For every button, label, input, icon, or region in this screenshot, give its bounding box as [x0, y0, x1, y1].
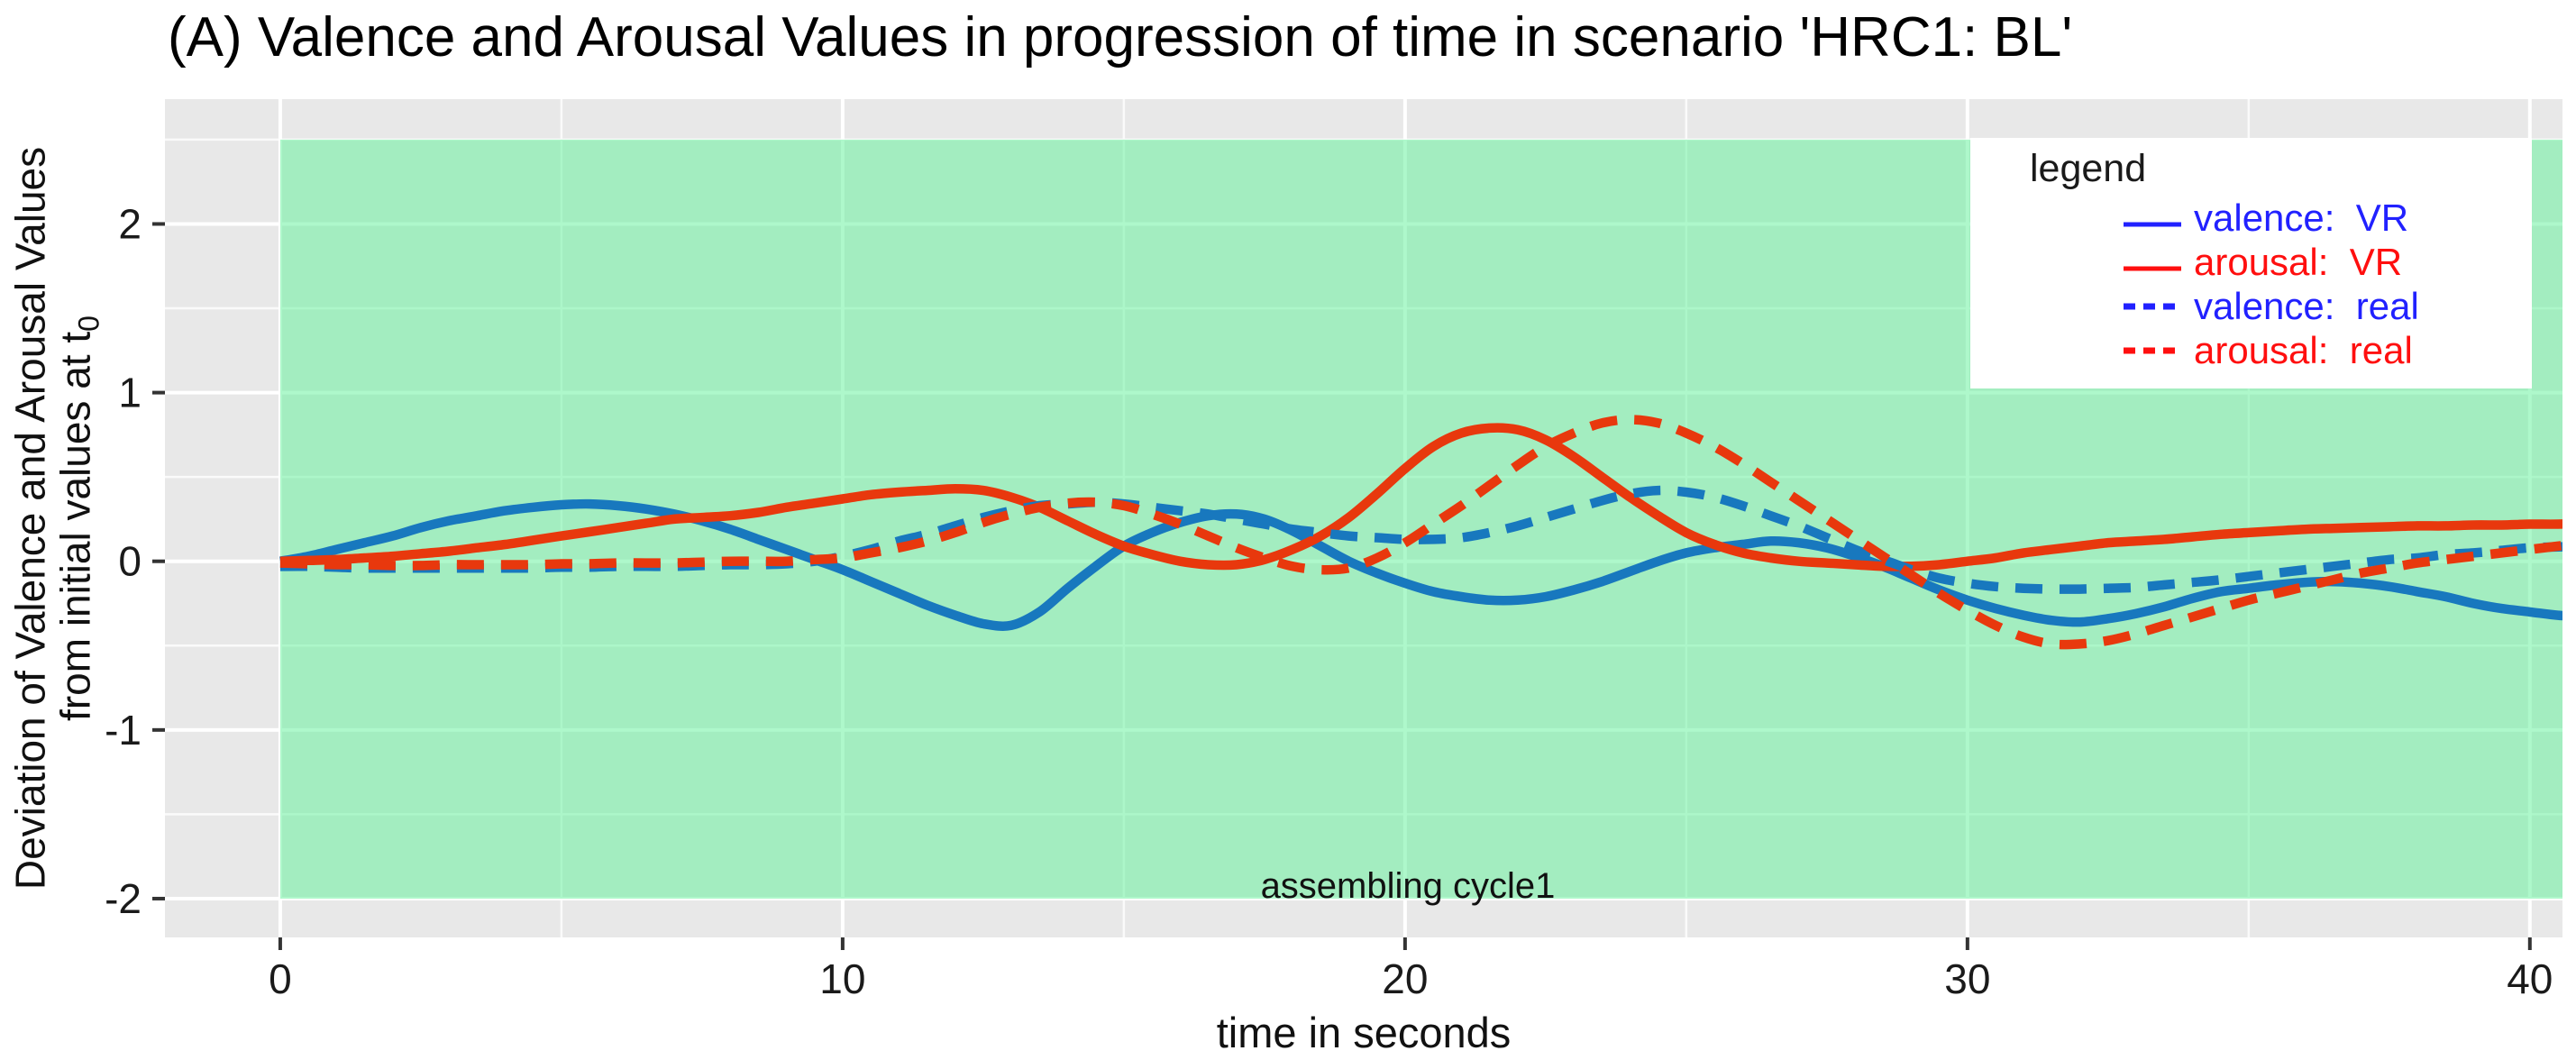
solid-line-sample-icon — [2124, 266, 2181, 270]
x-tick-label: 40 — [2507, 955, 2553, 1002]
axis-ticks — [152, 222, 2532, 950]
x-tick-label: 20 — [1382, 955, 1428, 1002]
y-tick-label: -1 — [105, 707, 142, 754]
series-arousal-real — [279, 415, 2562, 650]
legend-rows: valence: VR arousal: VR valence: real arous… — [2122, 196, 2419, 371]
y-tick-label: -2 — [105, 875, 142, 922]
series-valence-real — [279, 485, 2562, 594]
region-annotation: assembling cycle1 — [1261, 866, 1556, 906]
y-axis-title-line1: Deviation of Valence and Arousal Values — [6, 146, 54, 891]
y-axis-title-subscript: 0 — [72, 315, 105, 332]
chart-title: (A) Valence and Arousal Values in progre… — [168, 6, 2073, 69]
legend-entry: arousal: VR — [2122, 241, 2419, 283]
series-valence-vr — [279, 498, 2562, 631]
legend-entry: valence: VR — [2122, 196, 2419, 239]
y-axis-title: Deviation of Valence and Arousal Values … — [6, 146, 112, 891]
legend-entry-label: valence: VR — [2194, 196, 2409, 239]
legend-entry-label: arousal: real — [2194, 328, 2413, 371]
x-axis-title: time in seconds — [1216, 1009, 1512, 1056]
x-tick-label: 10 — [819, 955, 865, 1002]
legend: legend valence: VR arousal: VR valence: re… — [1970, 138, 2532, 388]
legend-entry-label: arousal: VR — [2194, 240, 2403, 283]
dashed-line-sample-icon — [2124, 303, 2178, 309]
series-arousal-vr — [279, 423, 2562, 571]
solid-line-sample-icon — [2124, 222, 2181, 226]
legend-entry-label: valence: real — [2194, 284, 2419, 327]
y-tick-label: 2 — [118, 200, 142, 247]
y-tick-label: 1 — [118, 370, 142, 416]
x-tick-label: 0 — [269, 955, 292, 1002]
legend-entry: valence: real — [2122, 285, 2419, 327]
x-tick-label: 30 — [1944, 955, 1990, 1002]
y-tick-label: 0 — [118, 538, 142, 585]
legend-title: legend — [2030, 147, 2147, 190]
dashed-line-sample-icon — [2124, 347, 2178, 353]
y-axis-title-line2: from initial values at t — [51, 331, 99, 721]
legend-entry: arousal: real — [2122, 328, 2419, 371]
